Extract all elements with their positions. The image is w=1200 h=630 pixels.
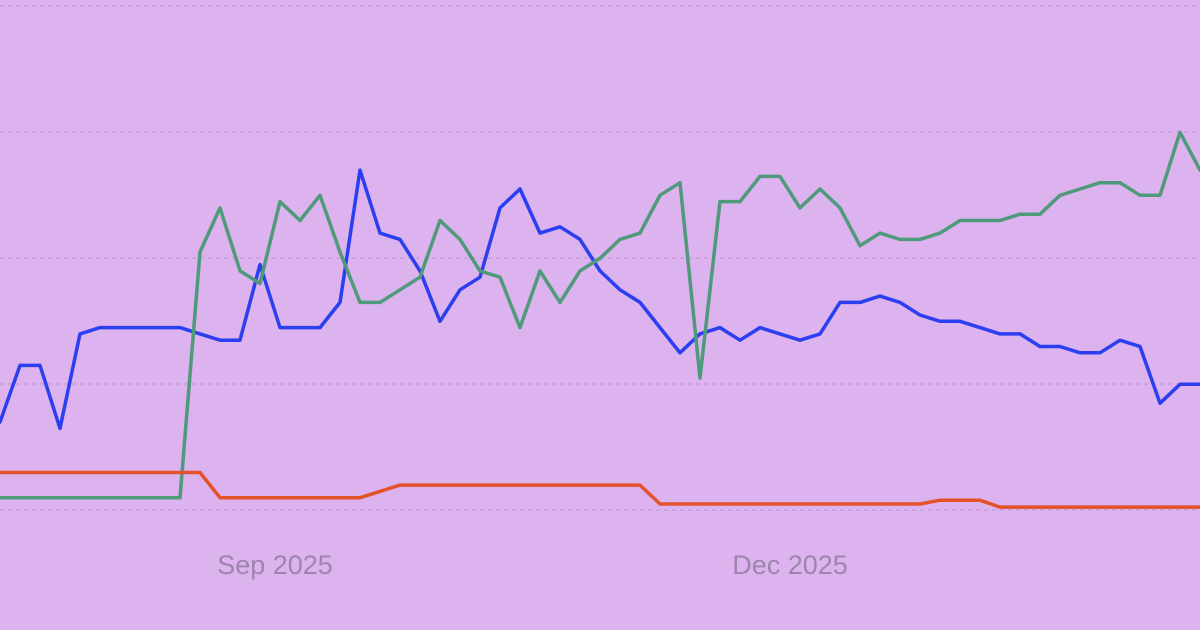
series-line bbox=[0, 130, 1200, 500]
x-tick-label: Sep 2025 bbox=[217, 550, 333, 580]
series-line bbox=[0, 168, 1200, 431]
series-line bbox=[0, 470, 1200, 509]
x-tick-label: Dec 2025 bbox=[732, 550, 848, 580]
